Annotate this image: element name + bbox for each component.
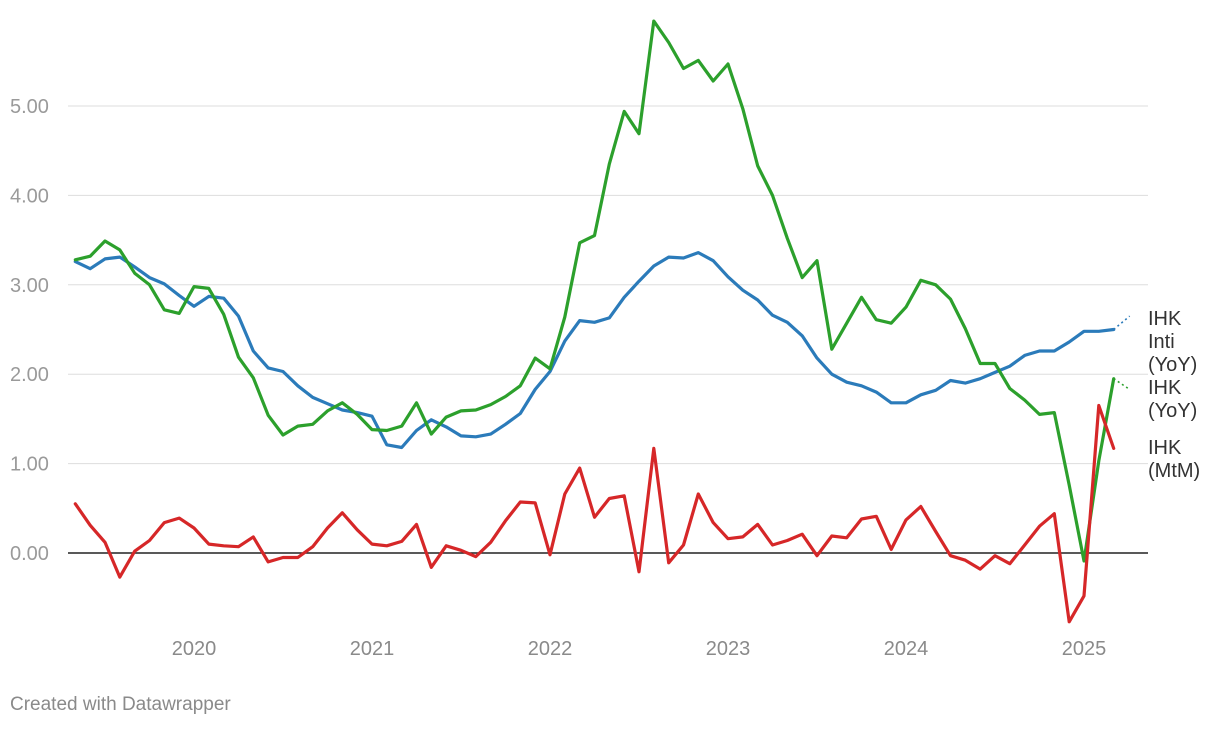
gridlines (68, 105, 1148, 554)
x-axis-ticks: 2020 2021 2022 2023 2024 2025 (172, 638, 1107, 660)
y-tick-label: 3.00 (10, 275, 49, 297)
series-extension (1113, 378, 1131, 391)
x-tick-label: 2023 (706, 638, 751, 660)
series-line (73, 403, 1116, 624)
series-label: IHK (YoY) (1148, 377, 1197, 422)
series-labels: IHK Inti (YoY)IHK (YoY) IHK (MtM) (1148, 308, 1200, 482)
line-chart: 0.001.002.003.004.005.00 2020 2021 2022 202… (10, 19, 1200, 660)
series-extension (1113, 315, 1131, 331)
x-tick-label: 2025 (1062, 638, 1107, 660)
y-tick-label: 4.00 (10, 185, 49, 207)
y-axis-ticks: 0.00 1.00 2.00 3.00 4.00 5.00 (10, 96, 49, 565)
x-tick-label: 2020 (172, 638, 217, 660)
series-lines (73, 19, 1131, 624)
series-line (73, 251, 1116, 450)
series-label: IHK (MtM) (1148, 437, 1200, 482)
y-tick-label: 5.00 (10, 96, 49, 118)
credit-text: Created with Datawrapper (10, 694, 231, 715)
y-tick-label: 0.00 (10, 543, 49, 565)
y-tick-label: 1.00 (10, 454, 49, 476)
series-label: IHK Inti (YoY) (1148, 308, 1197, 376)
x-tick-label: 2021 (350, 638, 395, 660)
x-tick-label: 2024 (884, 638, 929, 660)
x-tick-label: 2022 (528, 638, 573, 660)
y-tick-label: 2.00 (10, 364, 49, 386)
series-line (73, 19, 1116, 563)
